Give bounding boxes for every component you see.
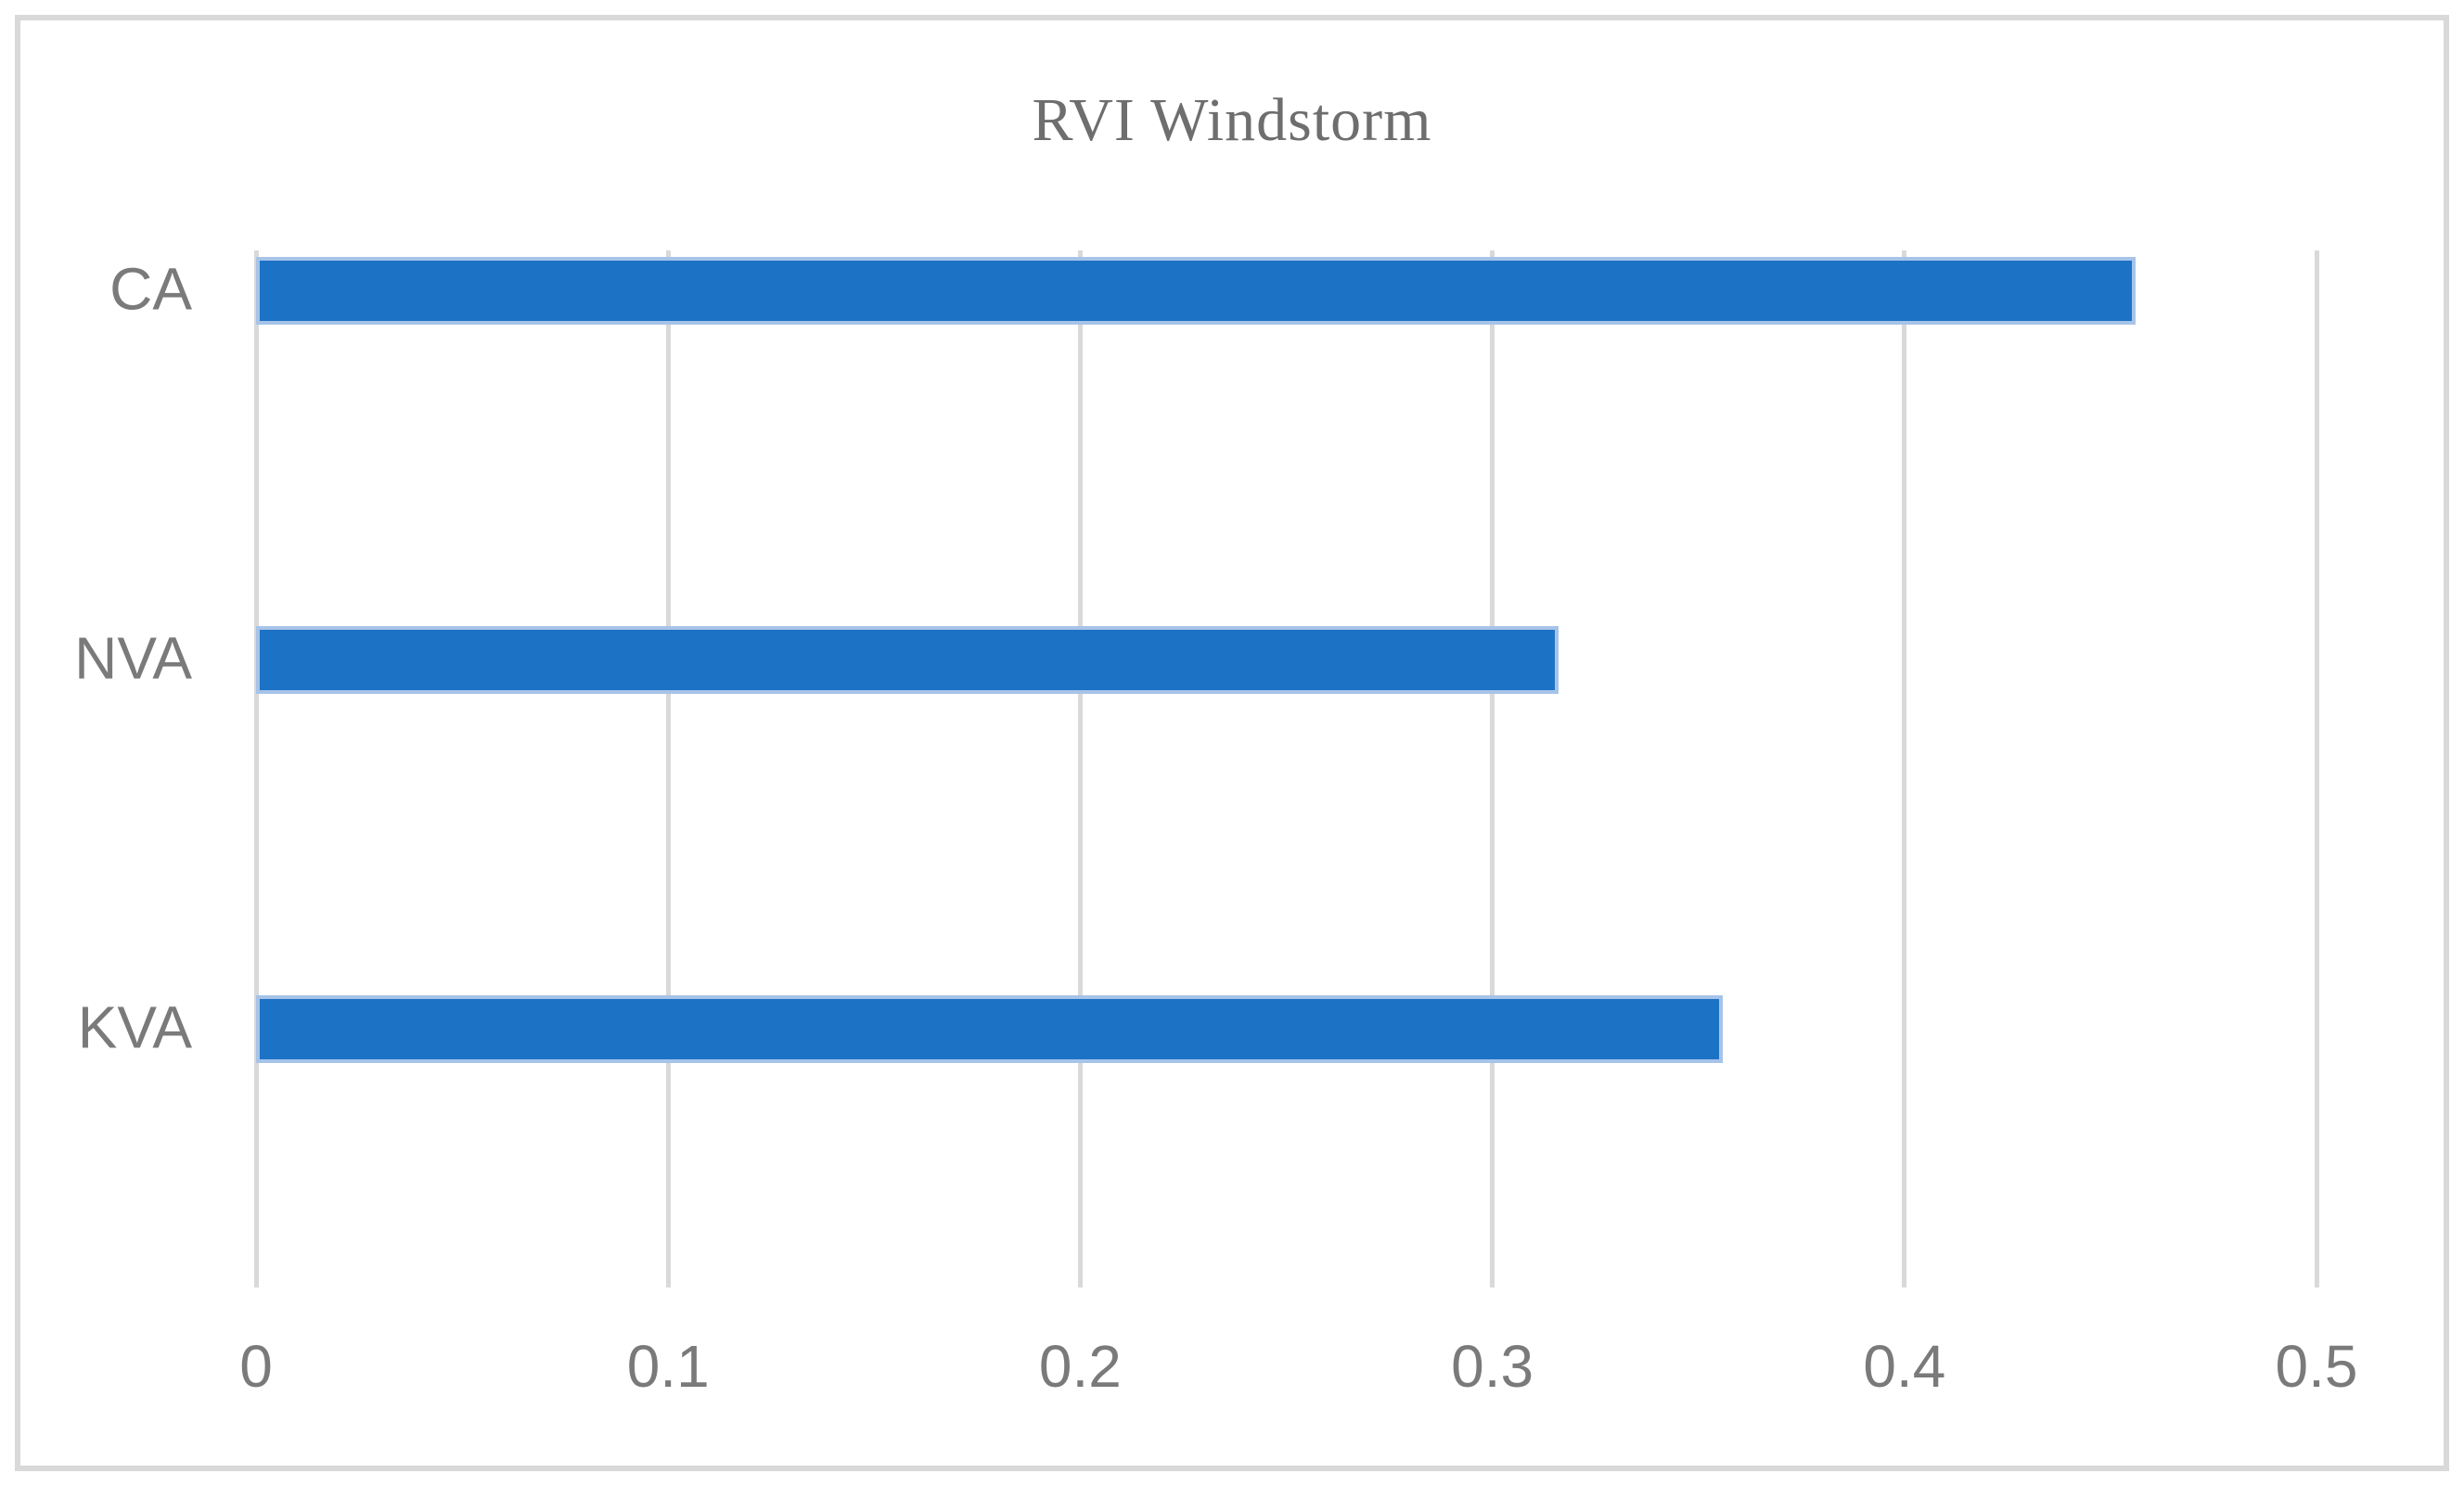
gridline — [2314, 250, 2319, 1287]
x-tick-label: 0.3 — [1451, 1333, 1534, 1400]
x-tick-label: 0.5 — [2275, 1333, 2358, 1400]
bar-kva — [256, 994, 1724, 1063]
chart-frame: RVI Windstorm CA NVA KVA 0 0.1 0.2 0.3 0.4 0.5 — [15, 15, 2449, 1471]
gridline — [253, 250, 259, 1287]
x-tick-label: 0.1 — [626, 1333, 710, 1400]
gridline — [665, 250, 671, 1287]
x-tick-label: 0.4 — [1863, 1333, 1946, 1400]
gridline — [1490, 250, 1495, 1287]
category-label-nva: NVA — [74, 624, 192, 692]
gridline — [1077, 250, 1083, 1287]
bar-nva — [256, 625, 1559, 694]
category-axis-labels: CA NVA KVA — [20, 250, 256, 1287]
chart-title: RVI Windstorm — [1032, 86, 1432, 154]
plot-area: CA NVA KVA 0 0.1 0.2 0.3 0.4 0.5 — [74, 250, 2357, 1400]
x-tick-label: 0.2 — [1038, 1333, 1122, 1400]
x-tick-label: 0 — [239, 1333, 273, 1400]
category-label-ca: CA — [109, 255, 192, 323]
value-axis-labels: 0 0.1 0.2 0.3 0.4 0.5 — [239, 1287, 2357, 1427]
category-label-kva: KVA — [77, 993, 192, 1061]
bar-ca — [256, 256, 2136, 325]
gridline — [1902, 250, 1907, 1287]
